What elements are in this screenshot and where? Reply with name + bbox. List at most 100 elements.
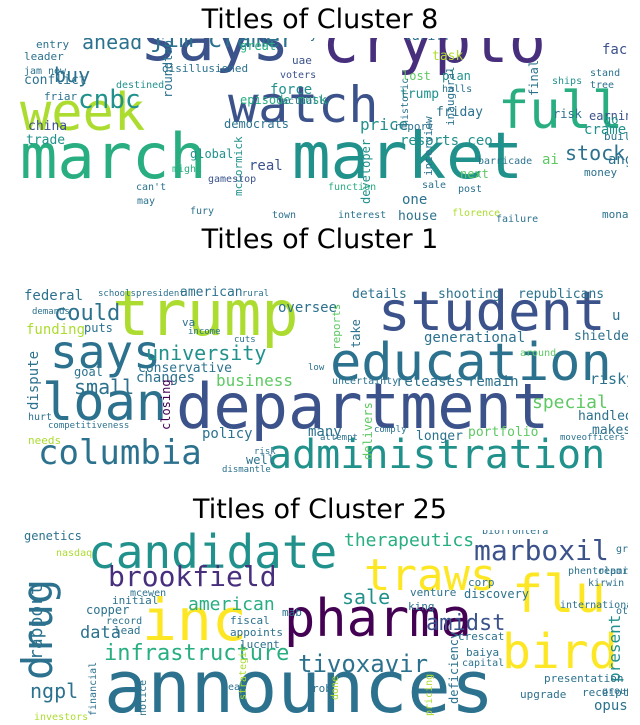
word: investors — [34, 712, 88, 722]
word: group — [616, 544, 628, 555]
word: built — [604, 130, 628, 143]
word: interest — [338, 210, 386, 221]
word: portfolio — [468, 425, 538, 440]
word: american — [188, 594, 275, 615]
word: presentation — [544, 672, 623, 685]
cluster-8-title: Titles of Cluster 8 — [201, 4, 439, 35]
word: mab — [282, 606, 302, 619]
word: uncertainty — [332, 376, 398, 387]
word: deficiency — [447, 632, 461, 704]
word: president — [136, 289, 185, 299]
word: administration — [268, 432, 605, 476]
word: ai — [542, 152, 559, 168]
word: interview — [422, 116, 435, 176]
word: post — [458, 184, 482, 195]
word: failure — [496, 214, 538, 225]
word: columbia — [38, 433, 202, 473]
word: funding — [26, 322, 85, 338]
word: pharma — [284, 589, 472, 649]
word: face p — [602, 42, 628, 58]
word: dispute — [26, 351, 42, 410]
word: china — [28, 119, 67, 134]
word: corp — [468, 576, 495, 589]
word: done — [330, 676, 341, 700]
word: schools — [98, 289, 136, 299]
word: next — [460, 167, 489, 181]
word: va — [182, 316, 195, 329]
word: biofrontera — [482, 530, 548, 537]
word: jim cramer — [150, 38, 295, 53]
word: announces — [104, 645, 494, 722]
word: tariff — [404, 38, 451, 44]
word: friday — [436, 105, 483, 120]
word: financial — [88, 662, 99, 716]
word: appoints — [230, 626, 283, 639]
word: generational — [424, 330, 525, 346]
word: entry — [36, 38, 69, 51]
word: education — [330, 333, 612, 393]
word: needs — [28, 434, 61, 447]
word: baiya — [466, 646, 499, 659]
cluster-25-title: Titles of Cluster 25 — [193, 494, 447, 525]
word: otcqb — [616, 606, 628, 617]
word: roundtable — [161, 38, 175, 98]
word: says — [50, 325, 161, 379]
word: halls — [442, 84, 472, 95]
word: student — [378, 284, 606, 343]
word: episode musk — [240, 93, 327, 107]
word: lucent — [240, 638, 280, 651]
word: jam — [24, 66, 42, 77]
word: shooting — [438, 287, 501, 302]
word: house — [398, 209, 437, 224]
word: reports — [598, 566, 628, 577]
word: policy — [202, 426, 253, 442]
word: developer — [359, 139, 373, 204]
word: handled — [578, 409, 628, 424]
word: sale — [342, 585, 390, 609]
word: king — [408, 600, 435, 613]
word: lead — [114, 624, 141, 637]
word: go — [604, 113, 618, 127]
word: ngpl — [30, 679, 78, 703]
word: university — [146, 341, 266, 365]
word: initial — [112, 594, 158, 607]
word: fiscal — [230, 614, 270, 627]
word: function — [328, 182, 376, 193]
word: many — [308, 424, 342, 440]
word: around — [520, 348, 556, 359]
word: angry — [608, 152, 628, 168]
word: stock — [565, 141, 625, 165]
word: crescat — [458, 630, 504, 643]
word: shielded — [574, 329, 628, 344]
word: ahead — [82, 38, 142, 54]
word: risky — [590, 370, 628, 388]
word: actually — [282, 96, 330, 107]
cluster-8-wordcloud: says crypto market march watch week full jim cr… — [12, 38, 628, 230]
word: special — [532, 392, 608, 413]
word: new — [48, 66, 67, 77]
word: drug — [13, 579, 62, 680]
word: march — [20, 120, 207, 193]
cluster-1-title: Titles of Cluster 1 — [201, 224, 439, 255]
word: record — [106, 616, 142, 627]
word: strategic — [238, 646, 249, 700]
word: ships — [552, 76, 582, 87]
word: florence — [452, 208, 500, 219]
word: stand — [590, 68, 620, 79]
word: friar — [44, 90, 77, 103]
word: conflict — [24, 73, 87, 88]
word: rural — [242, 289, 269, 299]
word: can't — [136, 182, 166, 193]
word: releases — [396, 374, 463, 390]
word: could — [54, 301, 120, 326]
word: money — [584, 166, 617, 179]
word: phentolamine — [568, 566, 628, 577]
word: data — [80, 623, 121, 643]
word: well — [246, 453, 275, 467]
word: notice — [138, 680, 149, 716]
word: gamestop — [208, 174, 256, 185]
word: puts — [84, 321, 113, 335]
word: final — [527, 60, 541, 96]
word: remain — [468, 374, 519, 390]
